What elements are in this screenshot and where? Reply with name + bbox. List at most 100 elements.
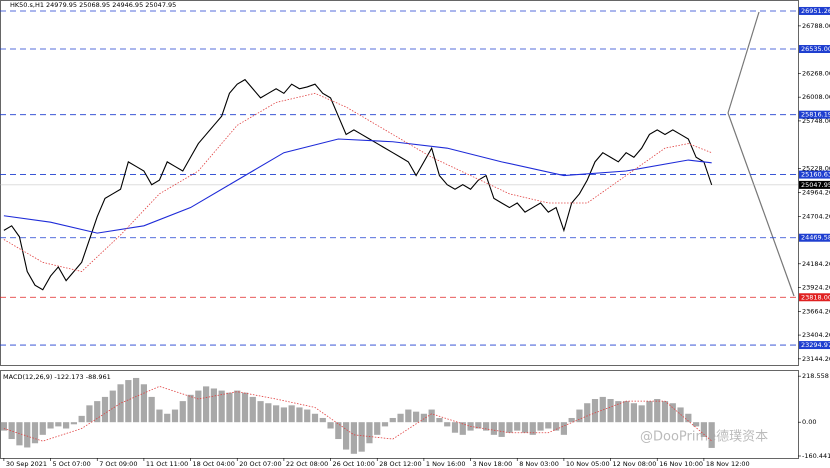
histogram-bar <box>654 399 661 423</box>
histogram-bar <box>156 409 163 423</box>
x-tick-label: 30 Sep 2021 <box>6 460 47 468</box>
histogram-bar <box>0 422 7 431</box>
histogram-bar <box>599 396 606 423</box>
y-tick-label: 23404.20 <box>802 331 830 339</box>
histogram-bar <box>63 422 70 429</box>
x-tick-label: 10 Nov 05:00 <box>566 460 610 468</box>
y-tick-label: -160.441 <box>802 452 830 460</box>
y-tick-label: 26008.00 <box>802 93 830 101</box>
y-tick-label: 23144.20 <box>802 355 830 363</box>
series-line <box>3 138 712 234</box>
histogram-bar <box>249 396 256 423</box>
histogram-bar <box>187 394 194 423</box>
histogram-bar <box>101 396 109 423</box>
histogram-bar <box>226 392 233 423</box>
last-price-label: 25047.95 <box>801 181 830 189</box>
histogram-bar <box>210 388 217 423</box>
histogram-bar <box>288 405 295 423</box>
histogram-bar <box>78 415 85 423</box>
histogram-bar <box>591 399 599 423</box>
x-tick-label: 8 Nov 03:00 <box>519 460 559 468</box>
histogram-bar <box>381 422 389 427</box>
histogram-bar <box>8 422 15 440</box>
histogram-bar <box>506 422 513 433</box>
histogram-bar <box>241 392 249 423</box>
histogram-bar <box>366 422 373 444</box>
histogram-bar <box>234 390 241 423</box>
chart-title: HK50.s,H1 24979.95 25068.95 24946.95 250… <box>10 1 176 9</box>
histogram-bar <box>319 417 326 423</box>
level-label-box <box>799 110 830 119</box>
histogram-bar <box>451 422 459 433</box>
main-panel <box>0 0 799 366</box>
histogram-bar <box>560 422 567 435</box>
x-tick-label: 12 Nov 08:00 <box>613 460 657 468</box>
y-tick-label: 25228.00 <box>802 164 830 172</box>
level-label-box <box>799 341 830 350</box>
histogram-bar <box>374 422 381 435</box>
level-label-box <box>799 6 830 15</box>
histogram-bar <box>31 422 39 444</box>
projection-arrows <box>727 11 795 297</box>
histogram-bar <box>693 422 700 427</box>
x-tick-label: 11 Oct 11:00 <box>146 460 188 468</box>
histogram-bar <box>55 422 62 427</box>
histogram-bar <box>327 422 334 429</box>
level-label: 25816.19 <box>801 111 830 119</box>
level-label: 25160.63 <box>801 171 830 179</box>
histogram-bar <box>304 409 311 423</box>
level-label: 24469.58 <box>801 234 830 242</box>
x-tick-label: 22 Oct 08:00 <box>286 460 328 468</box>
x-tick-label: 7 Oct 09:00 <box>99 460 137 468</box>
histogram-bar <box>576 409 583 423</box>
x-tick-label: 18 Oct 04:00 <box>193 460 235 468</box>
histogram-bar <box>125 380 132 423</box>
level-label-box <box>799 233 830 242</box>
histogram-bar <box>607 399 614 423</box>
y-tick-label: 23924.20 <box>802 284 830 292</box>
watermark: @DooPrime德璞资本 <box>640 430 768 445</box>
x-tick-label: 20 Oct 07:00 <box>239 460 281 468</box>
histogram-bar <box>389 417 396 423</box>
histogram-bar <box>273 405 280 423</box>
histogram-bar <box>24 422 31 448</box>
histogram-bar <box>669 403 676 423</box>
histogram-bar <box>444 422 451 427</box>
histogram-bar <box>545 422 552 429</box>
level-label: 26951.26 <box>801 7 830 15</box>
level-label-box <box>799 170 830 179</box>
histogram-bar <box>413 411 420 423</box>
histogram-bar <box>498 422 505 437</box>
histogram-bar <box>70 422 77 425</box>
x-tick-label: 18 Nov 12:00 <box>706 460 750 468</box>
histogram-bar <box>179 401 186 423</box>
histogram-bar <box>638 405 645 423</box>
x-tick-label: 3 Nov 18:00 <box>473 460 513 468</box>
histogram-bar <box>708 422 715 448</box>
y-tick-label: 25748.00 <box>802 117 830 125</box>
y-tick-label: 26268.00 <box>802 69 830 77</box>
histogram-bar <box>335 422 342 440</box>
histogram-bar <box>475 422 482 429</box>
level-label-box <box>799 45 830 54</box>
histogram-bar <box>529 422 536 435</box>
histogram-bar <box>646 401 653 423</box>
histogram-bar <box>109 390 116 423</box>
histogram-bar <box>428 409 435 423</box>
level-label-box <box>799 293 830 302</box>
level-label: 26535.00 <box>801 45 830 53</box>
histogram-bar <box>459 422 466 435</box>
histogram-bar <box>483 422 490 431</box>
histogram-bar <box>661 401 669 423</box>
x-tick-label: 26 Oct 10:00 <box>333 460 375 468</box>
y-tick-label: 0.00 <box>802 418 816 426</box>
series-line <box>3 385 712 442</box>
histogram-bar <box>397 413 404 423</box>
histogram-bar <box>133 377 140 423</box>
histogram-bar <box>203 386 210 423</box>
histogram-bar <box>350 422 357 454</box>
histogram-bar <box>630 403 637 423</box>
series-line <box>3 78 713 291</box>
histogram-bar <box>584 403 591 423</box>
